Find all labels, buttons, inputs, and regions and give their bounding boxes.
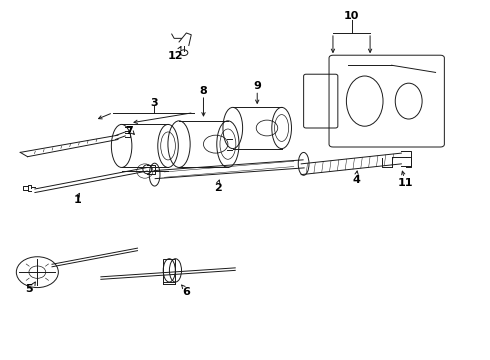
Text: 4: 4 — [352, 175, 360, 185]
Text: 11: 11 — [397, 178, 413, 188]
Text: 3: 3 — [150, 98, 157, 108]
Text: 2: 2 — [214, 183, 222, 193]
Text: 5: 5 — [24, 284, 32, 294]
Text: 12: 12 — [168, 51, 183, 61]
Text: 7: 7 — [125, 126, 133, 135]
Text: 10: 10 — [344, 11, 359, 21]
Text: 1: 1 — [74, 195, 82, 206]
Bar — [163, 259, 175, 282]
Text: 9: 9 — [253, 81, 261, 91]
Text: 6: 6 — [182, 287, 190, 297]
Text: 8: 8 — [199, 86, 207, 96]
